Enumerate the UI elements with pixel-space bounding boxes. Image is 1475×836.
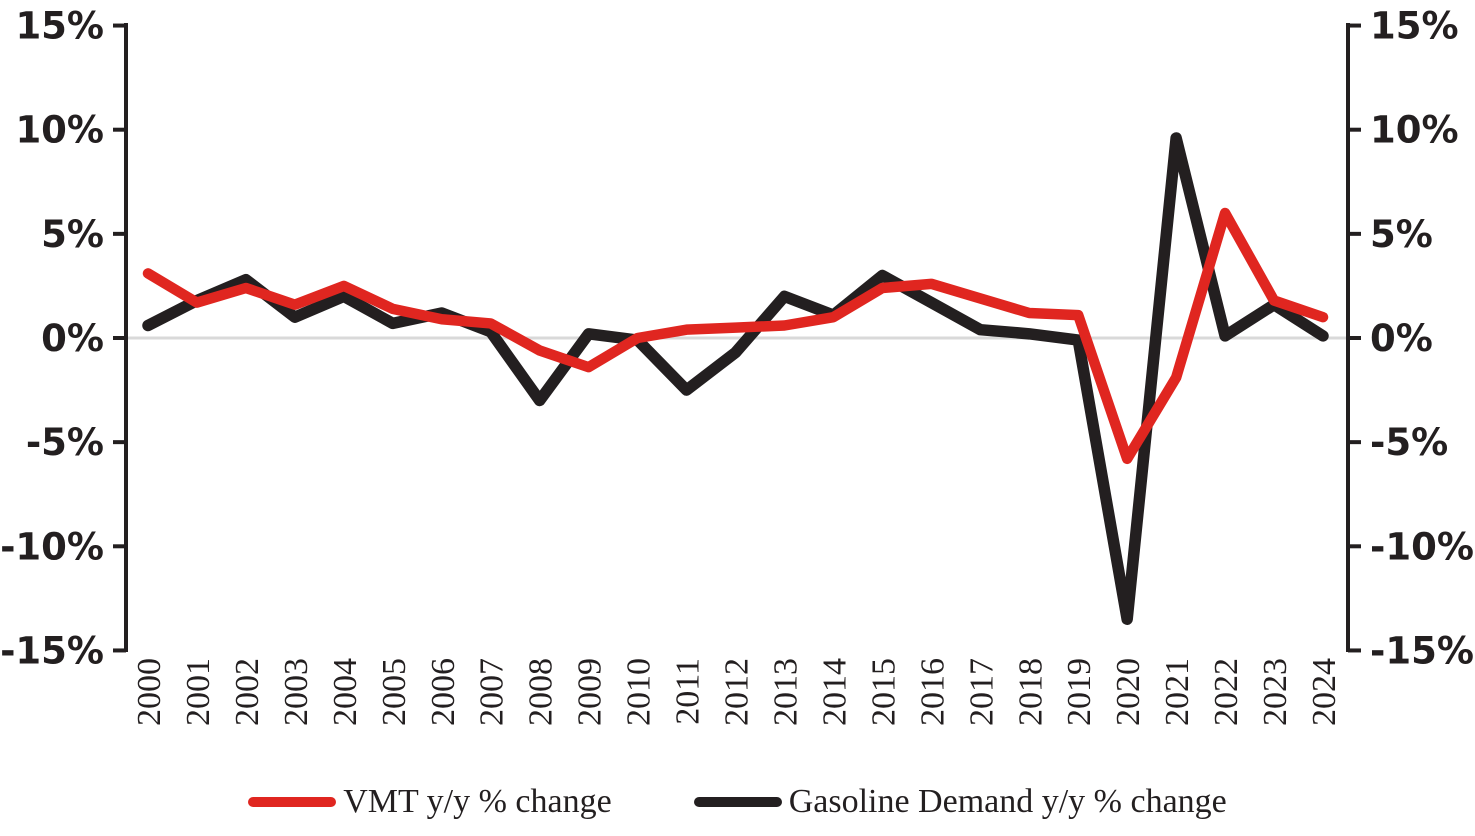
x-axis-label: 2003	[278, 658, 315, 726]
legend-label-gasoline: Gasoline Demand y/y % change	[788, 783, 1227, 820]
x-axis-label: 2023	[1257, 658, 1294, 726]
x-axis-label: 2006	[425, 658, 462, 726]
x-axis-label: 2016	[914, 658, 951, 726]
x-axis-label: 2021	[1159, 658, 1196, 726]
y-axis-label-right: 15%	[1370, 5, 1459, 48]
legend-item-vmt: VMT y/y % change	[248, 783, 612, 821]
x-axis-label: 2004	[327, 658, 364, 726]
x-axis-label: 2011	[670, 658, 707, 725]
x-axis-label: 2009	[572, 658, 609, 726]
y-axis-label-right: -15%	[1370, 629, 1474, 672]
x-axis-label: 2015	[865, 658, 902, 726]
x-axis-label: 2014	[816, 658, 853, 726]
y-axis-label-right: -5%	[1370, 421, 1448, 464]
y-axis-label-left: 10%	[15, 109, 104, 152]
legend-item-gasoline: Gasoline Demand y/y % change	[693, 783, 1227, 821]
legend-label-vmt: VMT y/y % change	[343, 783, 612, 820]
x-axis-label: 2002	[229, 658, 266, 726]
vmt-line	[142, 207, 1329, 465]
x-axis-label: 2022	[1208, 658, 1245, 726]
x-axis-label: 2019	[1061, 658, 1098, 726]
x-axis-label: 2001	[180, 658, 217, 726]
y-axis-label-left: -5%	[26, 421, 104, 464]
x-axis-label: 2012	[719, 658, 756, 726]
y-axis-label-right: 10%	[1370, 109, 1459, 152]
y-axis-label-left: -10%	[0, 525, 104, 568]
y-axis-label-left: 5%	[41, 213, 104, 256]
y-axis-label-left: 0%	[41, 317, 104, 360]
x-axis-label: 2024	[1306, 658, 1343, 726]
gasoline-line-swatch	[693, 797, 782, 807]
y-axis-label-right: 0%	[1370, 317, 1433, 360]
y-axis-label-right: 5%	[1370, 213, 1433, 256]
x-axis-label: 2010	[621, 658, 658, 726]
y-axis-label-left: -15%	[0, 629, 104, 672]
gasoline-demand-line	[142, 132, 1329, 625]
y-axis-label-left: 15%	[15, 5, 104, 48]
x-axis-label: 2008	[523, 658, 560, 726]
x-axis-label: 2018	[1012, 658, 1049, 726]
y-axis-labels-right: 15% 10% 5% 0% -5% -10% -15%	[1370, 5, 1474, 673]
vmt-line-swatch	[248, 797, 337, 807]
y-axis-labels-left: 15% 10% 5% 0% -5% -10% -15%	[0, 5, 104, 673]
x-axis-label: 2000	[131, 658, 168, 726]
x-axis-label: 2017	[963, 658, 1000, 726]
legend: VMT y/y % change Gasoline Demand y/y % c…	[0, 772, 1475, 832]
y-axis-label-right: -10%	[1370, 525, 1474, 568]
x-axis-label: 2005	[376, 658, 413, 726]
x-axis-label: 2013	[767, 658, 804, 726]
axes	[113, 23, 1361, 653]
x-axis-label: 2007	[474, 658, 511, 726]
x-axis-label: 2020	[1110, 658, 1147, 726]
x-axis-labels: 2000 2001 2002 2003 2004 2005 2006 2007 2008 2009…	[131, 658, 1343, 726]
